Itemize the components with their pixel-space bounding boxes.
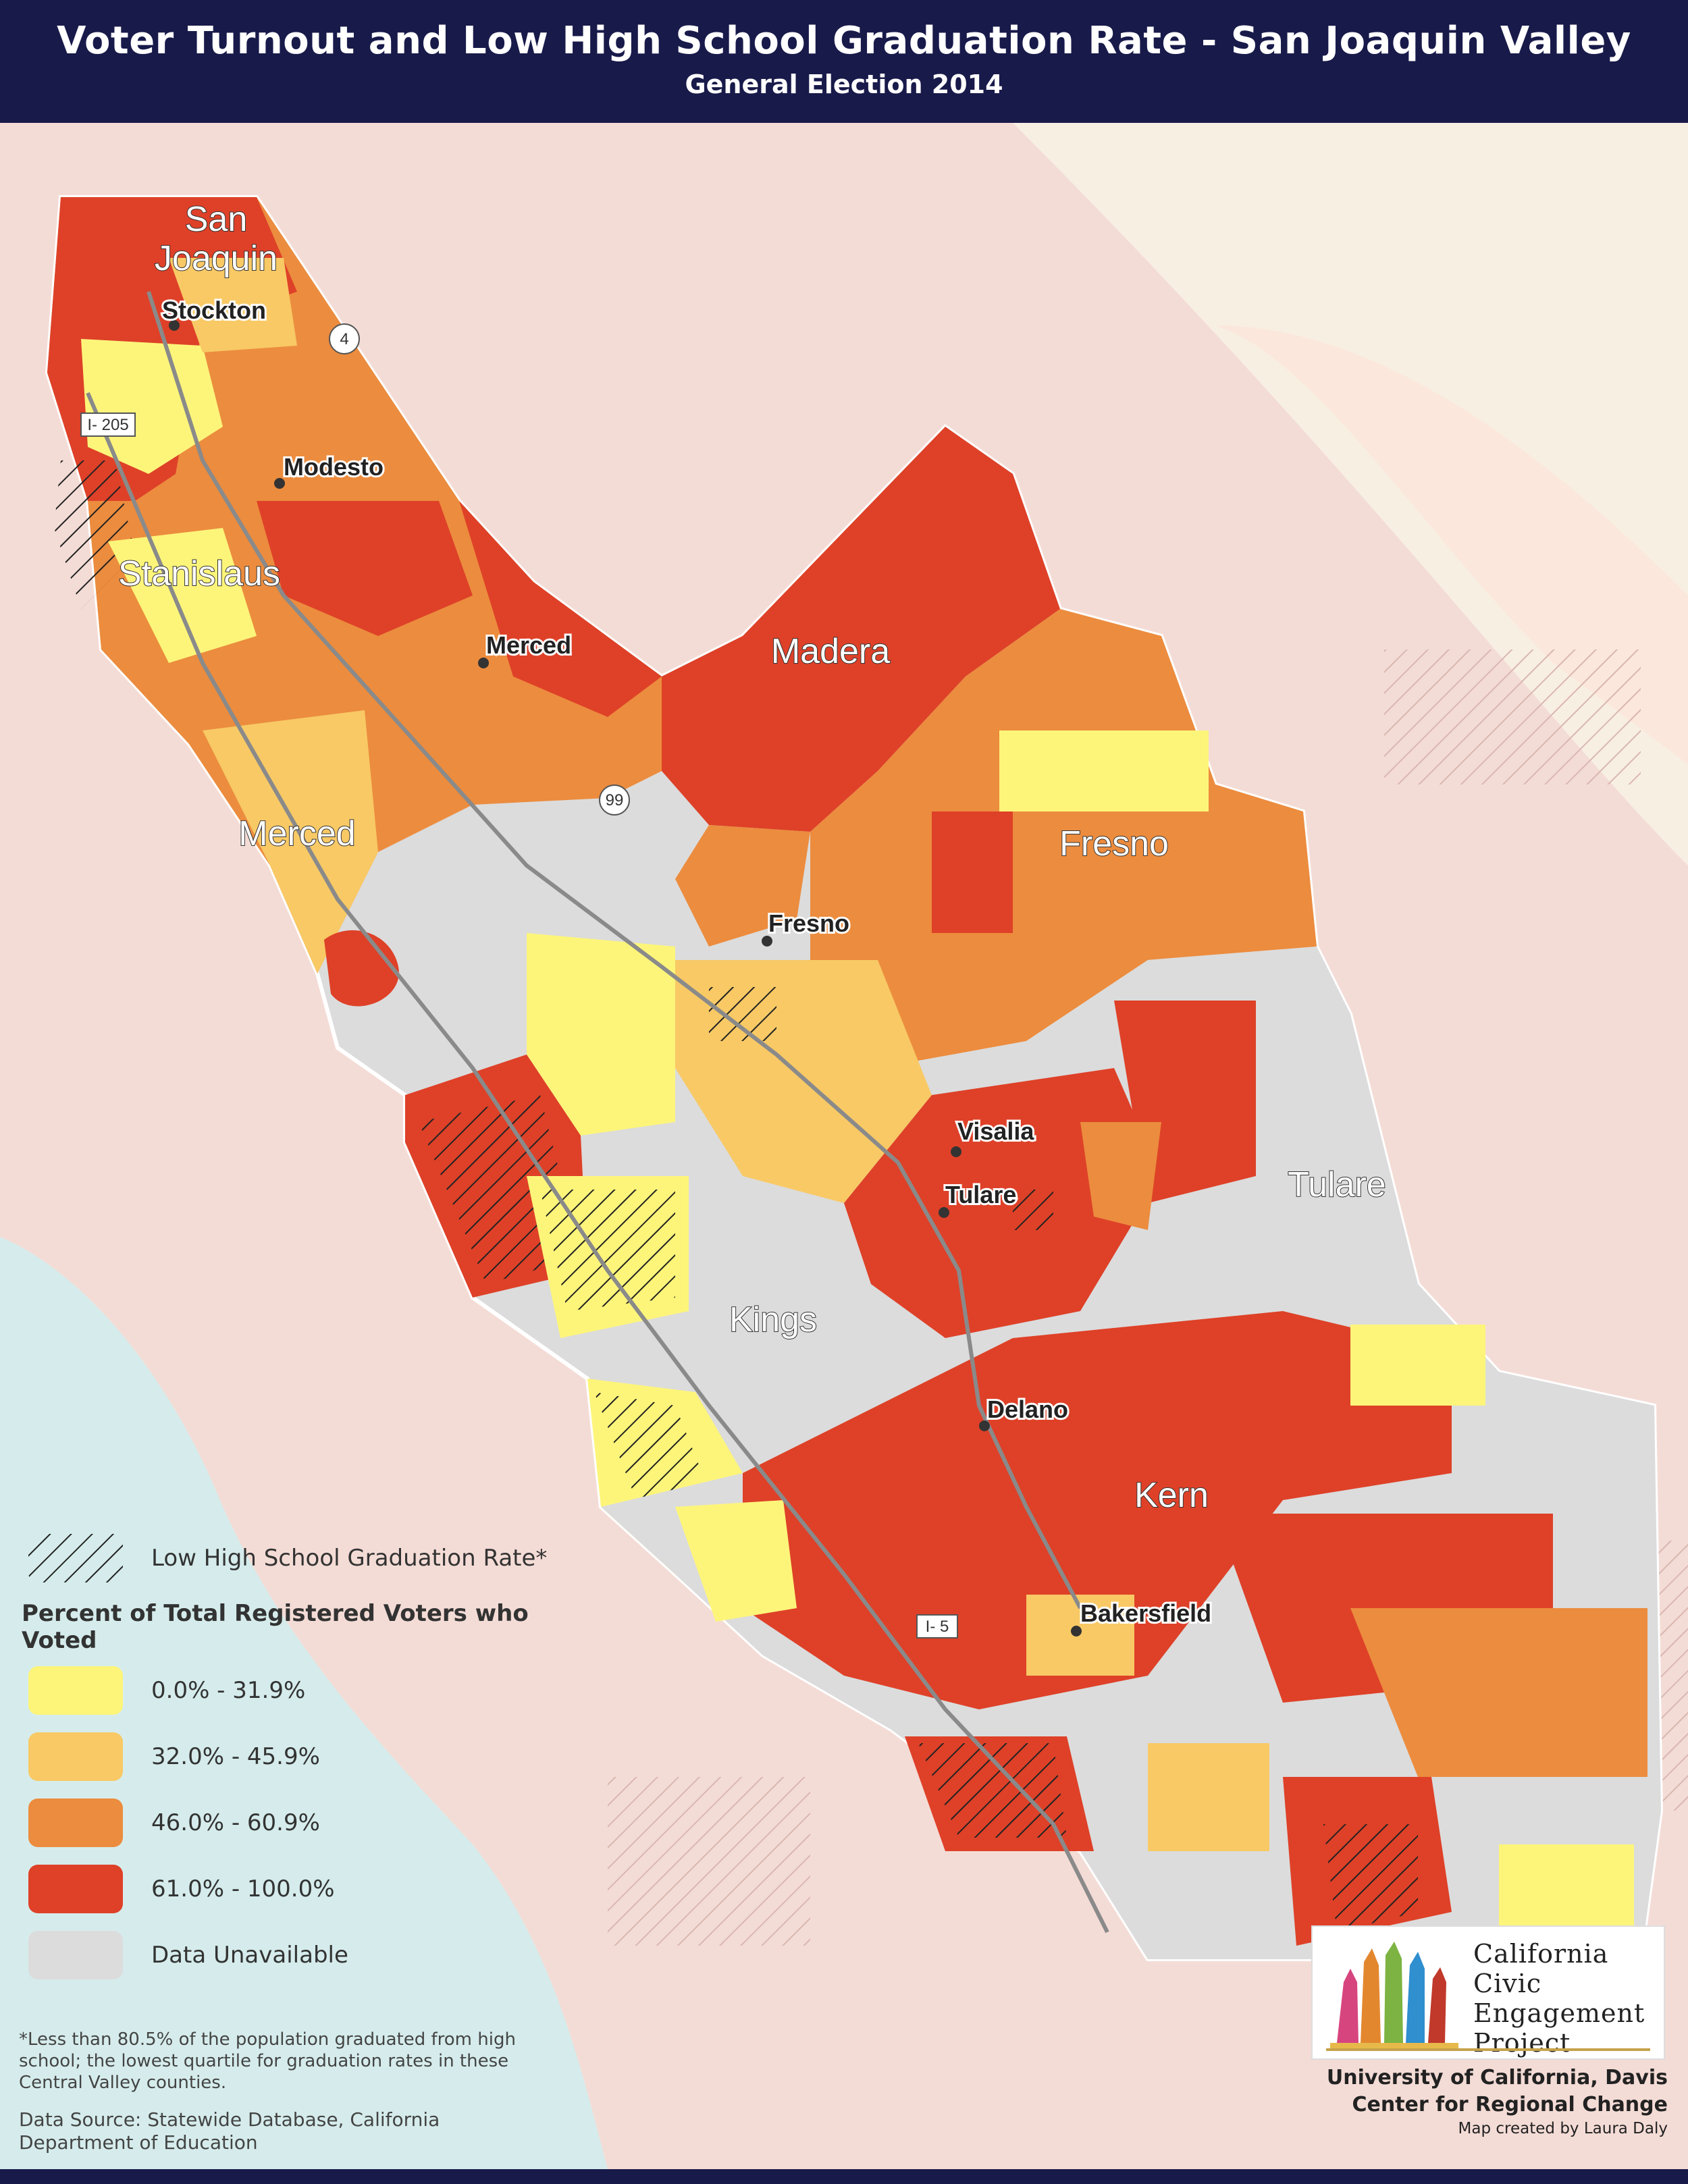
legend-label: 46.0% - 60.9%	[151, 1809, 320, 1836]
legend-swatch	[28, 1865, 123, 1913]
madera-turnout	[662, 427, 1060, 832]
svg-text:4: 4	[340, 330, 348, 348]
county-label-madera: Madera	[771, 632, 890, 671]
svg-text:Delano: Delano	[987, 1395, 1068, 1423]
cep-logo: California Civic Engagement Project	[1311, 1925, 1665, 2060]
hatch-area-fresno	[709, 987, 776, 1041]
city-fresno[interactable]: Fresno	[762, 907, 851, 947]
legend-item: Data Unavailable	[19, 1923, 573, 1989]
kings-region	[689, 1176, 871, 1473]
legend-item: 0.0% - 31.9%	[19, 1658, 573, 1724]
county-label-san-joaquin-line2: Joaquin	[155, 239, 278, 278]
credits: University of California, Davis Center f…	[1202, 2065, 1668, 2139]
city-merced[interactable]: Merced	[478, 629, 573, 668]
legend-item: 61.0% - 100.0%	[19, 1857, 573, 1923]
tulare-west-turnout	[844, 1068, 1161, 1338]
kern-north-turnout	[743, 1311, 1452, 1709]
credit-author: Map created by Laura Daly	[1458, 2120, 1668, 2137]
legend-swatch	[28, 1666, 123, 1715]
ocean-area	[0, 1237, 608, 2169]
svg-text:I- 205: I- 205	[87, 416, 128, 434]
svg-text:Merced: Merced	[486, 631, 571, 659]
hatch-area-northwest	[54, 460, 135, 609]
logo-text: California Civic Engagement Project	[1473, 1939, 1645, 2058]
city-stockton[interactable]: Stockton	[160, 294, 268, 331]
county-label-fresno: Fresno	[1059, 824, 1169, 863]
county-label-kings: Kings	[729, 1300, 817, 1339]
map-canvas: 4 I- 205 99 I- 5 San Joaquin Stanislaus …	[0, 123, 1688, 2169]
county-label-kern: Kern	[1134, 1476, 1209, 1515]
legend-label: 61.0% - 100.0%	[151, 1875, 335, 1902]
map-title: Voter Turnout and Low High School Gradua…	[57, 19, 1631, 63]
bakersfield-metro-turnout	[1026, 1595, 1134, 1676]
highway-i5-shield: I- 5	[916, 1614, 958, 1639]
svg-text:Fresno: Fresno	[768, 909, 849, 937]
county-label-merced: Merced	[238, 814, 355, 853]
county-label-stanislaus: Stanislaus	[118, 554, 280, 593]
highway-99-shield: 99	[599, 784, 630, 816]
svg-text:Modesto: Modesto	[284, 453, 384, 481]
legend-swatch	[28, 1931, 123, 1979]
svg-text:Tulare: Tulare	[945, 1181, 1016, 1208]
map-subtitle: General Election 2014	[685, 70, 1003, 99]
credit-center: Center for Regional Change	[1352, 2093, 1668, 2116]
legend-hatch-row: Low High School Graduation Rate*	[19, 1526, 573, 1588]
city-modesto[interactable]: Modesto	[274, 451, 386, 489]
svg-text:Visalia: Visalia	[957, 1117, 1034, 1145]
map-header: Voter Turnout and Low High School Gradua…	[0, 0, 1688, 123]
legend-item: 46.0% - 60.9%	[19, 1790, 573, 1857]
county-label-tulare: Tulare	[1288, 1165, 1386, 1204]
fresno-turnout	[810, 609, 1317, 1068]
map-area[interactable]: 4 I- 205 99 I- 5 San Joaquin Stanislaus …	[0, 123, 1688, 2169]
hatch-area-south-kern	[918, 1743, 1067, 1838]
highway-4-shield: 4	[329, 323, 360, 354]
nevada-area	[1013, 123, 1688, 865]
highway-i205-shield: I- 205	[80, 412, 136, 437]
county-label-san-joaquin: San	[185, 200, 248, 239]
city-delano[interactable]: Delano	[979, 1393, 1070, 1431]
logo-underline	[1326, 2048, 1650, 2051]
svg-text:I- 5: I- 5	[926, 1618, 949, 1636]
footer-bar	[0, 2169, 1688, 2184]
hands-logo-icon	[1330, 1942, 1458, 2048]
highway-i5	[86, 392, 1109, 1934]
legend-title: Percent of Total Registered Voters who V…	[22, 1600, 529, 1654]
legend-item: 32.0% - 45.9%	[19, 1724, 573, 1790]
data-source: Data Source: Statewide Database, Califor…	[19, 2108, 440, 2154]
footnote: *Less than 80.5% of the population gradu…	[19, 2029, 516, 2093]
credit-university: University of California, Davis	[1326, 2066, 1668, 2089]
legend-hatch-swatch	[28, 1534, 123, 1582]
map-legend: Low High School Graduation Rate* Percent…	[19, 1526, 573, 1989]
legend-swatch	[28, 1799, 123, 1847]
svg-text:Bakersfield: Bakersfield	[1080, 1599, 1211, 1627]
outside-hatch-area	[1384, 649, 1641, 784]
legend-label: Data Unavailable	[151, 1942, 348, 1969]
legend-label: 32.0% - 45.9%	[151, 1743, 320, 1770]
svg-text:99: 99	[606, 791, 624, 809]
city-tulare[interactable]: Tulare	[939, 1179, 1018, 1218]
map-notes: *Less than 80.5% of the population gradu…	[19, 2029, 532, 2154]
city-bakersfield[interactable]: Bakersfield	[1071, 1597, 1213, 1636]
legend-hatch-label: Low High School Graduation Rate*	[151, 1545, 548, 1572]
legend-label: 0.0% - 31.9%	[151, 1677, 306, 1704]
svg-text:Stockton: Stockton	[162, 296, 266, 324]
city-visalia[interactable]: Visalia	[951, 1115, 1036, 1157]
legend-swatch	[28, 1732, 123, 1781]
